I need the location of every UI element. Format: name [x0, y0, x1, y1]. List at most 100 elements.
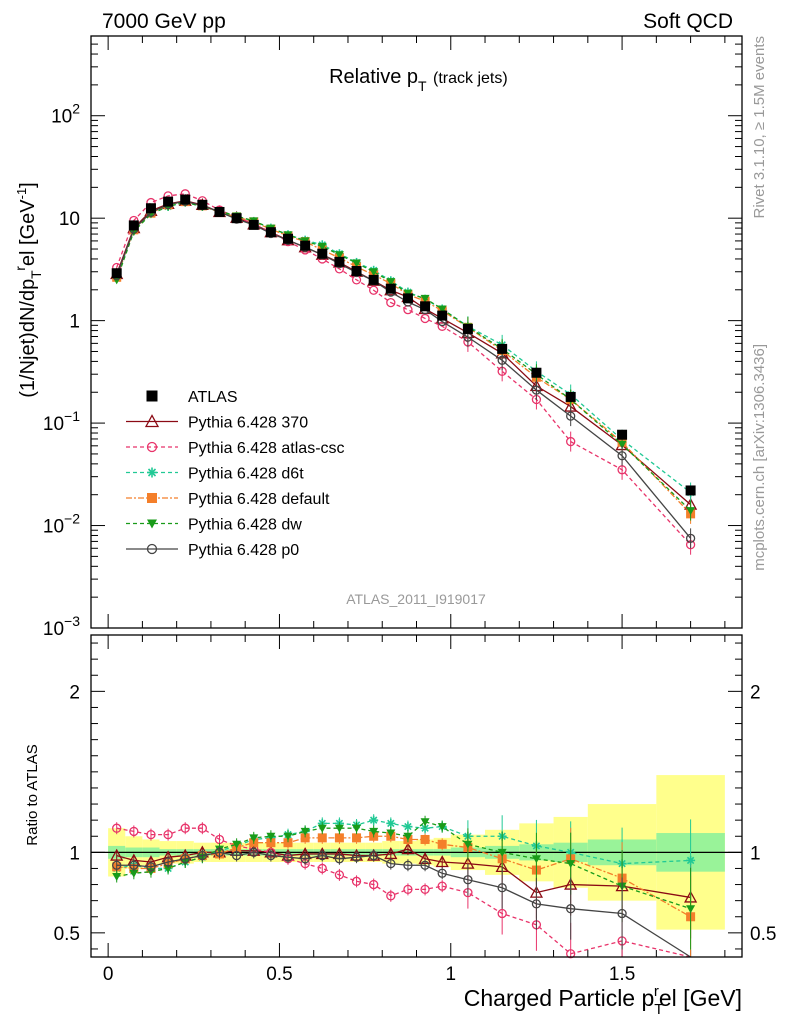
data-point — [437, 881, 447, 891]
data-point — [385, 283, 396, 294]
data-point — [369, 285, 379, 295]
data-point — [352, 833, 362, 843]
main-ytick-label: 10 — [59, 209, 80, 230]
data-point — [163, 829, 173, 840]
header-right: Soft QCD — [643, 10, 733, 33]
main-ytick-label: 102 — [51, 101, 80, 128]
ratio-plot-frame — [90, 634, 743, 958]
main-ylabel-sup: r — [12, 266, 28, 271]
xlabel-sup: r — [654, 983, 659, 1000]
ratio-ytick-label-right: 2 — [750, 682, 761, 703]
main-ylabel-close: ] — [17, 182, 39, 188]
data-point — [497, 848, 507, 857]
data-point — [334, 833, 344, 843]
data-point — [147, 467, 157, 478]
ratio-ytick-label: 2 — [69, 682, 80, 703]
ratio-xtick-label: 1 — [445, 964, 456, 985]
data-point — [317, 824, 327, 833]
data-point — [403, 884, 413, 895]
ratio-ytick-label: 1 — [69, 843, 80, 864]
data-point — [249, 834, 259, 843]
main-title-sub: T — [418, 78, 427, 94]
xlabel-sub: T — [654, 1001, 663, 1018]
ratio-xtick-label: 0 — [103, 964, 114, 985]
data-point — [686, 507, 696, 516]
data-point — [386, 858, 396, 869]
data-point — [334, 854, 345, 864]
legend-label: Pythia 6.428 default — [188, 491, 330, 508]
data-point — [300, 854, 310, 864]
data-point — [197, 850, 208, 861]
data-point — [145, 203, 156, 214]
data-point — [266, 832, 276, 841]
main-title-paren: (track jets) — [433, 70, 508, 87]
ratio-ylabel: Ratio to ATLAS — [24, 744, 41, 845]
data-point — [420, 884, 430, 895]
data-point — [112, 860, 122, 870]
data-point — [300, 240, 311, 251]
data-point — [351, 266, 362, 277]
data-point — [163, 857, 173, 867]
main-ylabel-text: (1/Njet)dN/dp — [17, 279, 39, 398]
data-point — [112, 873, 122, 881]
svg-text:(1/Njet)dN/dpTrel [GeV-1]: (1/Njet)dN/dpTrel [GeV-1] — [12, 182, 44, 397]
data-point — [497, 355, 507, 365]
main-ytick-label: 1 — [69, 312, 80, 333]
source-label: mcplots.cern.ch [arXiv:1306.3436] — [751, 344, 768, 571]
data-point — [351, 852, 362, 862]
legend-label: Pythia 6.428 dw — [188, 517, 302, 534]
data-point — [300, 827, 310, 836]
xlabel-tail: el [GeV] — [659, 985, 742, 1011]
main-ylabel-tail-sup: -1 — [14, 188, 29, 200]
data-point — [686, 855, 696, 865]
data-point — [352, 259, 362, 268]
data-point — [685, 485, 696, 496]
data-point — [146, 441, 158, 453]
data-point — [386, 829, 396, 838]
data-point — [352, 824, 362, 833]
data-point — [437, 310, 448, 321]
data-point — [317, 833, 327, 843]
data-point — [462, 323, 473, 334]
data-point — [334, 824, 344, 833]
data-point — [463, 840, 473, 849]
main-ylabel-sub: T — [28, 270, 44, 279]
data-point — [163, 196, 174, 207]
data-point — [401, 842, 415, 855]
header-left: 7000 GeV pp — [102, 10, 226, 33]
data-point — [420, 823, 430, 833]
data-point — [420, 301, 431, 312]
data-point — [531, 855, 541, 864]
data-point — [437, 305, 447, 314]
data-point — [146, 390, 158, 402]
main-plot-panel: 102 10 1 10−1 10−2 10−3 Relative p T (track j… — [12, 35, 743, 640]
data-point — [334, 251, 344, 260]
data-point — [163, 864, 173, 873]
ratio-pythia-6-428-p0 — [112, 846, 691, 958]
legend-label: ATLAS — [188, 389, 238, 406]
data-point — [497, 883, 507, 893]
ratio-xtick-label: 1.5 — [609, 964, 635, 985]
data-point — [129, 869, 139, 878]
ratio-line — [116, 851, 691, 958]
data-point — [437, 868, 447, 878]
data-point — [180, 823, 190, 833]
main-ytick-label: 10−2 — [43, 511, 80, 538]
data-point — [531, 899, 542, 909]
data-point — [147, 519, 157, 529]
data-point — [266, 838, 276, 848]
data-point — [351, 876, 362, 886]
series-atlas — [111, 194, 696, 496]
data-point — [300, 833, 310, 843]
series-line — [116, 200, 692, 506]
data-point — [283, 832, 293, 841]
data-point — [403, 832, 413, 841]
data-point — [386, 891, 396, 901]
data-point — [566, 904, 576, 914]
watermark: ATLAS_2011_I919017 — [346, 591, 486, 607]
data-point — [497, 908, 507, 919]
data-point — [565, 391, 576, 402]
legend: ATLAS Pythia 6.428 370 Pythia 6.428 atlas-… — [126, 389, 345, 559]
data-point — [147, 493, 157, 503]
